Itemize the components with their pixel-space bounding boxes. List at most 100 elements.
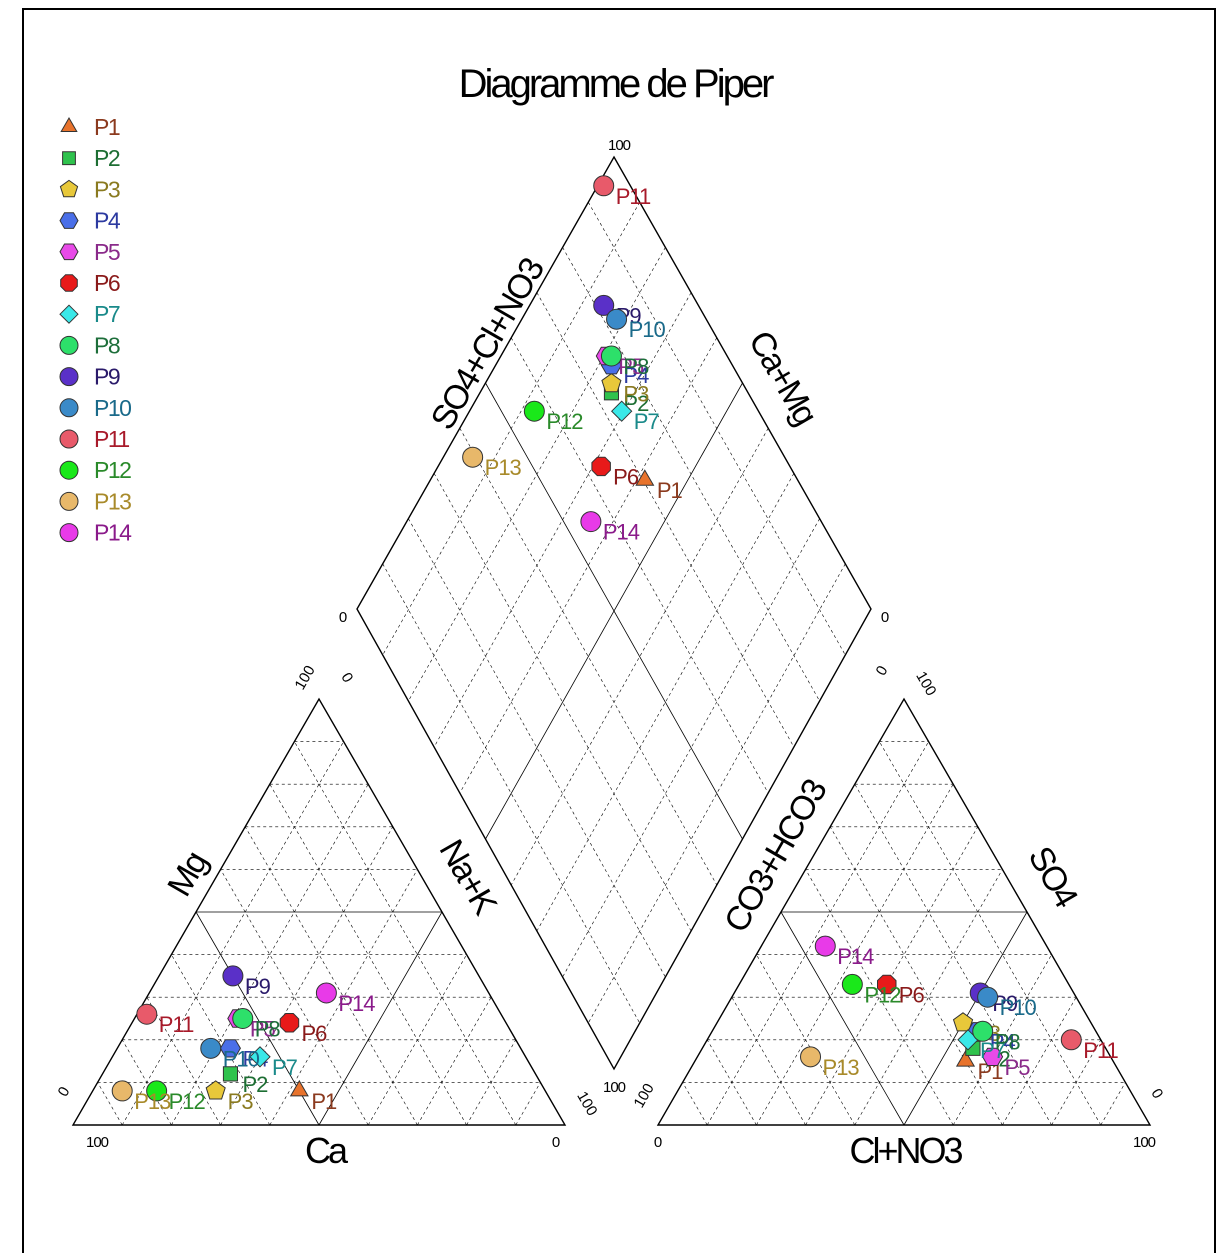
- marker-p3-diamond: [601, 372, 622, 393]
- diamond-grid-b: [588, 563, 846, 1024]
- anion-grid-b: [756, 954, 856, 1126]
- legend-label-p9: P9: [94, 364, 120, 390]
- chart-title: Diagramme de Piper: [459, 62, 774, 106]
- chart-frame: [22, 8, 1216, 1253]
- cation-grid-b: [244, 826, 418, 1126]
- marker-p9-diamond: [593, 294, 615, 316]
- legend-item-p5: P5: [59, 239, 121, 265]
- marker-p7-diamond: [610, 400, 633, 422]
- legend-label-p13: P13: [94, 488, 131, 514]
- marker-p8-anion: [972, 1020, 994, 1042]
- cation-grid-b: [121, 1039, 172, 1126]
- marker-p11-diamond: [593, 175, 615, 197]
- legend-marker-p8: [59, 335, 79, 355]
- marker-p11-anion: [1060, 1029, 1082, 1051]
- point-label-p6-cation: P6: [301, 1021, 327, 1046]
- point-p8-cation: P8: [232, 1008, 281, 1042]
- legend-marker-p6: [60, 274, 78, 292]
- legend-marker-p1: [60, 117, 78, 132]
- legend-marker-p14: [59, 523, 79, 543]
- anion-grid-a: [706, 741, 929, 1126]
- point-label-p14-cation: P14: [338, 991, 375, 1016]
- anion-tick-bottom-left: 0: [654, 1134, 662, 1151]
- point-label-p7-cation: P7: [272, 1055, 298, 1080]
- cation-grid-a: [367, 954, 467, 1126]
- point-label-p10-diamond: P10: [629, 317, 666, 342]
- point-p14-anion: P14: [814, 935, 875, 969]
- grid-layer: [97, 202, 1126, 1126]
- marker-p12-anion: [841, 973, 863, 995]
- anion-right-label: SO4: [1021, 840, 1085, 914]
- marker-p9-cation: [222, 965, 244, 987]
- marker-p13-diamond: [462, 446, 484, 468]
- point-p13-anion: P13: [800, 1046, 860, 1080]
- marker-p5-anion: [982, 1047, 1004, 1066]
- cation-grid-a: [121, 741, 344, 1126]
- point-label-p5-cation: P5: [250, 1017, 276, 1042]
- diamond-tick-right: 0: [881, 609, 889, 626]
- point-label-p9-cation: P9: [245, 974, 271, 999]
- diamond-grid-b: [382, 202, 640, 656]
- marker-p10-diamond: [606, 308, 628, 330]
- point-label-p7-diamond: P7: [634, 409, 660, 434]
- legend-label-p10: P10: [94, 395, 131, 421]
- marker-p3-cation: [205, 1080, 226, 1100]
- legend-marker-p5: [59, 243, 79, 261]
- anion-bottom-label: Cl+NO3: [849, 1130, 962, 1171]
- point-label-p1-cation: P1: [311, 1089, 337, 1114]
- diamond-tick-bottom: 100: [603, 1079, 626, 1096]
- anion-grid-a: [1100, 1082, 1126, 1126]
- legend-marker-p4: [59, 212, 79, 229]
- point-layer: P1P1P1P2P2P2P3P3P3P4P4P4P5P5P5P6P6P6P7P7…: [111, 175, 1120, 1114]
- legend-marker-p9: [59, 367, 79, 387]
- marker-p1-anion: [955, 1050, 976, 1067]
- marker-p13-cation: [111, 1080, 133, 1102]
- legend: P1 P2 P3 P4 P5 P6 P7 P8 P9 P10 P11 P12 P13 P14: [59, 114, 134, 546]
- point-label-p1-diamond: P1: [657, 478, 683, 503]
- diamond-tick-left: 0: [339, 609, 347, 626]
- point-p6-anion: P6: [877, 974, 925, 1007]
- point-label-p14-anion: P14: [837, 944, 874, 969]
- cation-tick-top-right: 0: [337, 670, 356, 686]
- marker-p6-diamond: [591, 456, 611, 477]
- legend-label-p1: P1: [94, 114, 120, 140]
- point-label-p3-diamond: P3: [623, 382, 649, 407]
- legend-item-p3: P3: [59, 176, 121, 202]
- cation-right-label: Na+K: [432, 833, 505, 922]
- point-label-p2-cation: P2: [242, 1072, 268, 1097]
- cation-grid-a: [318, 911, 443, 1126]
- anion-grid-b: [706, 1039, 757, 1126]
- point-p10-cation: P10: [200, 1037, 261, 1071]
- marker-p14-diamond: [580, 511, 602, 533]
- legend-label-p2: P2: [94, 145, 120, 171]
- point-p7-diamond: P7: [610, 400, 660, 434]
- point-label-p7-anion: P7: [980, 1038, 1006, 1063]
- marker-p12-diamond: [523, 400, 545, 422]
- legend-marker-p2: [62, 151, 76, 166]
- anion-grid-b: [682, 1082, 708, 1126]
- legend-item-p7: P7: [59, 301, 121, 327]
- diamond-tick-top: 100: [608, 137, 631, 154]
- point-label-p3-cation: P3: [228, 1089, 254, 1114]
- legend-label-p3: P3: [94, 176, 120, 202]
- legend-item-p2: P2: [62, 145, 121, 171]
- legend-marker-p7: [59, 304, 79, 324]
- point-label-p8-anion: P8: [995, 1029, 1021, 1054]
- legend-item-p4: P4: [59, 208, 122, 234]
- marker-p14-cation: [315, 982, 337, 1004]
- legend-item-p12: P12: [59, 457, 133, 483]
- point-p3-diamond: P3: [601, 372, 650, 407]
- anion-grid-b: [731, 997, 806, 1126]
- point-label-p8-cation: P8: [255, 1017, 281, 1042]
- point-p10-diamond: P10: [606, 308, 666, 342]
- cation-tick-bottom-left: 100: [86, 1134, 109, 1151]
- marker-p7-cation: [249, 1046, 271, 1068]
- point-label-p6-diamond: P6: [613, 464, 639, 489]
- point-p6-diamond: P6: [591, 456, 640, 489]
- point-label-p6-anion: P6: [899, 982, 925, 1007]
- point-label-p4-diamond: P4: [623, 363, 649, 388]
- cation-grid-b: [171, 954, 271, 1126]
- point-p13-cation: P13: [111, 1080, 172, 1114]
- point-label-p12-cation: P12: [169, 1089, 206, 1114]
- marker-p10-anion: [977, 986, 999, 1008]
